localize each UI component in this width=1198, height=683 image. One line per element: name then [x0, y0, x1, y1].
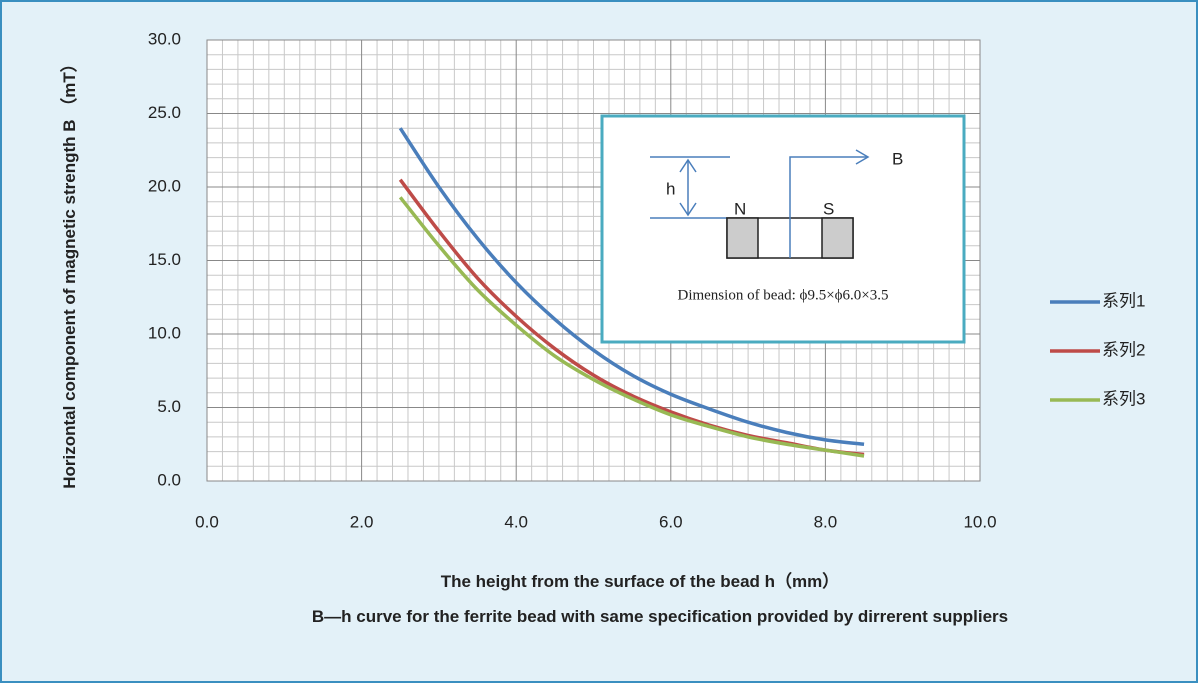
- annotation: B: [892, 149, 903, 168]
- bead-pole: [821, 217, 854, 259]
- x-tick-label: 4.0: [504, 512, 528, 531]
- series-line: [398, 196, 865, 458]
- x-axis-label: The height from the surface of the bead …: [440, 572, 840, 591]
- y-tick-label: 5.0: [157, 397, 181, 416]
- legend-label: 系列3: [1102, 389, 1145, 408]
- legend-label: 系列2: [1102, 340, 1145, 359]
- bead-pole: [726, 217, 759, 259]
- chart-title: B—h curve for the ferrite bead with same…: [311, 607, 1009, 626]
- legend: 系列1 系列2 系列3: [1050, 291, 1145, 408]
- inset: h N S B Dimension of bead: ϕ9.5×ϕ6.0×3.5: [600, 114, 966, 344]
- y-tick-label: 15.0: [148, 250, 181, 269]
- x-tick-label: 0.0: [195, 512, 219, 531]
- series-line: [398, 127, 865, 446]
- annotation: S: [823, 199, 834, 218]
- y-tick-label: 0.0: [157, 470, 181, 489]
- annotation: N: [734, 199, 746, 218]
- lines: [398, 127, 865, 458]
- y-tick-label: 25.0: [148, 103, 181, 122]
- y-tick-label: 10.0: [148, 323, 181, 342]
- arrow-head: [855, 149, 870, 165]
- legend-label: 系列1: [1102, 291, 1145, 310]
- arrow-head: [679, 158, 697, 173]
- annotation: h: [666, 179, 675, 198]
- x-tick-label: 6.0: [659, 512, 683, 531]
- y-tick-label: 30.0: [148, 29, 181, 48]
- annotation: Dimension of bead: ϕ9.5×ϕ6.0×3.5: [677, 287, 888, 303]
- x-tick-label: 8.0: [814, 512, 838, 531]
- x-tick-label: 2.0: [350, 512, 374, 531]
- arrow-head: [679, 202, 697, 217]
- y-tick-label: 20.0: [148, 176, 181, 195]
- y-axis-label: Horizontal component of magnetic strengt…: [60, 55, 79, 489]
- x-tick-label: 10.0: [963, 512, 996, 531]
- plot-border: [206, 39, 981, 482]
- field-arrow: [789, 156, 868, 258]
